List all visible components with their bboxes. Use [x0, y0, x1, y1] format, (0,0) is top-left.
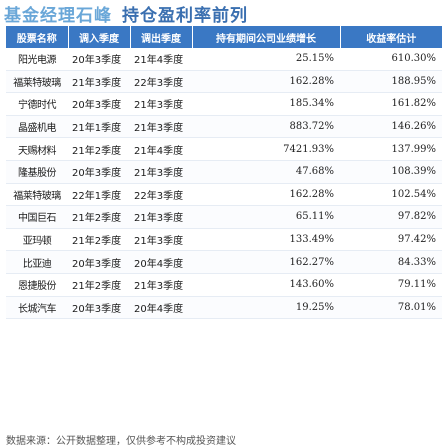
cell-stock-name: 长城汽车 [6, 296, 68, 320]
cell-return-estimate: 161.82% [340, 92, 442, 116]
cell-sell-quarter: 21年4季度 [130, 137, 192, 161]
cell-company-growth: 143.60% [192, 273, 340, 297]
cell-sell-quarter: 22年3季度 [130, 70, 192, 94]
cell-sell-quarter: 21年4季度 [130, 48, 192, 71]
cell-buy-quarter: 20年3季度 [68, 92, 130, 116]
cell-buy-quarter: 22年1季度 [68, 183, 130, 207]
table-row: 长城汽车 20年3季度 20年4季度 19.25% 78.01% [6, 296, 442, 320]
cell-company-growth: 162.28% [192, 70, 340, 94]
table-row: 宁德时代 20年3季度 21年3季度 185.34% 161.82% [6, 92, 442, 116]
cell-company-growth: 65.11% [192, 205, 340, 229]
col-header-fund-name: 股票名称 [6, 26, 69, 48]
cell-stock-name: 晶盛机电 [6, 115, 68, 139]
table-row: 晶盛机电 21年1季度 21年3季度 883.72% 146.26% [6, 115, 442, 139]
cell-stock-name: 恩捷股份 [6, 273, 68, 297]
table-row: 恩捷股份 21年2季度 21年3季度 143.60% 79.11% [6, 273, 442, 297]
cell-stock-name: 中国巨石 [6, 205, 68, 229]
col-header-buy-quarter: 调入季度 [68, 26, 131, 48]
cell-sell-quarter: 21年3季度 [130, 115, 192, 139]
cell-stock-name: 福莱特玻璃 [6, 70, 68, 94]
cell-buy-quarter: 21年2季度 [68, 273, 130, 297]
cell-buy-quarter: 21年2季度 [68, 205, 130, 229]
table-row: 隆基股份 20年3季度 21年3季度 47.68% 108.39% [6, 160, 442, 184]
cell-company-growth: 185.34% [192, 92, 340, 116]
cell-company-growth: 133.49% [192, 228, 340, 252]
cell-company-growth: 47.68% [192, 160, 340, 184]
page-title: 基金经理石峰 持仓盈利率前列 [0, 0, 448, 26]
cell-return-estimate: 137.99% [340, 137, 442, 161]
title-part1: 基金经理石峰 [4, 5, 112, 26]
cell-company-growth: 19.25% [192, 296, 340, 320]
cell-sell-quarter: 20年4季度 [130, 296, 192, 320]
holdings-table: 股票名称 调入季度 调出季度 持有期间公司业绩增长 收益率估计 阳光电源 20年3… [6, 26, 442, 320]
cell-return-estimate: 102.54% [340, 183, 442, 207]
col-header-return-estimate: 收益率估计 [340, 26, 442, 48]
cell-company-growth: 162.28% [192, 183, 340, 207]
cell-buy-quarter: 21年3季度 [68, 70, 130, 94]
cell-buy-quarter: 20年3季度 [68, 250, 130, 274]
cell-return-estimate: 97.82% [340, 205, 442, 229]
cell-company-growth: 7421.93% [192, 137, 340, 161]
cell-return-estimate: 610.30% [340, 48, 442, 71]
cell-sell-quarter: 21年3季度 [130, 205, 192, 229]
cell-stock-name: 福莱特玻璃 [6, 183, 68, 207]
cell-stock-name: 阳光电源 [6, 48, 68, 71]
cell-return-estimate: 146.26% [340, 115, 442, 139]
cell-stock-name: 天赐材料 [6, 137, 68, 161]
cell-sell-quarter: 21年3季度 [130, 228, 192, 252]
cell-sell-quarter: 22年3季度 [130, 183, 192, 207]
cell-return-estimate: 79.11% [340, 273, 442, 297]
cell-sell-quarter: 21年3季度 [130, 273, 192, 297]
cell-company-growth: 162.27% [192, 250, 340, 274]
cell-return-estimate: 188.95% [340, 70, 442, 94]
cell-buy-quarter: 20年3季度 [68, 296, 130, 320]
holdings-table-wrap: 股票名称 调入季度 调出季度 持有期间公司业绩增长 收益率估计 阳光电源 20年3… [6, 26, 442, 320]
cell-return-estimate: 97.42% [340, 228, 442, 252]
table-row: 天赐材料 21年2季度 21年4季度 7421.93% 137.99% [6, 137, 442, 161]
title-part2: 持仓盈利率前列 [122, 5, 248, 26]
source-note: 数据来源：公开数据整理，仅供参考不构成投资建议 [6, 436, 236, 447]
table-row: 亚玛顿 21年2季度 21年3季度 133.49% 97.42% [6, 228, 442, 252]
table-row: 中国巨石 21年2季度 21年3季度 65.11% 97.82% [6, 205, 442, 229]
col-header-company-growth: 持有期间公司业绩增长 [192, 26, 341, 48]
cell-stock-name: 比亚迪 [6, 250, 68, 274]
table-row: 福莱特玻璃 22年1季度 22年3季度 162.28% 102.54% [6, 183, 442, 207]
table-row: 福莱特玻璃 21年3季度 22年3季度 162.28% 188.95% [6, 70, 442, 94]
cell-sell-quarter: 21年3季度 [130, 92, 192, 116]
col-header-sell-quarter: 调出季度 [130, 26, 193, 48]
cell-company-growth: 25.15% [192, 48, 340, 71]
cell-return-estimate: 78.01% [340, 296, 442, 320]
cell-return-estimate: 108.39% [340, 160, 442, 184]
cell-buy-quarter: 20年3季度 [68, 160, 130, 184]
cell-stock-name: 宁德时代 [6, 92, 68, 116]
cell-stock-name: 亚玛顿 [6, 228, 68, 252]
cell-buy-quarter: 21年2季度 [68, 228, 130, 252]
cell-company-growth: 883.72% [192, 115, 340, 139]
table-row: 比亚迪 20年3季度 20年4季度 162.27% 84.33% [6, 250, 442, 274]
table-header-row: 股票名称 调入季度 调出季度 持有期间公司业绩增长 收益率估计 [6, 26, 442, 48]
cell-return-estimate: 84.33% [340, 250, 442, 274]
cell-stock-name: 隆基股份 [6, 160, 68, 184]
cell-buy-quarter: 21年2季度 [68, 137, 130, 161]
cell-buy-quarter: 21年1季度 [68, 115, 130, 139]
table-row: 阳光电源 20年3季度 21年4季度 25.15% 610.30% [6, 48, 442, 71]
cell-sell-quarter: 20年4季度 [130, 250, 192, 274]
cell-buy-quarter: 20年3季度 [68, 48, 130, 71]
cell-sell-quarter: 21年3季度 [130, 160, 192, 184]
